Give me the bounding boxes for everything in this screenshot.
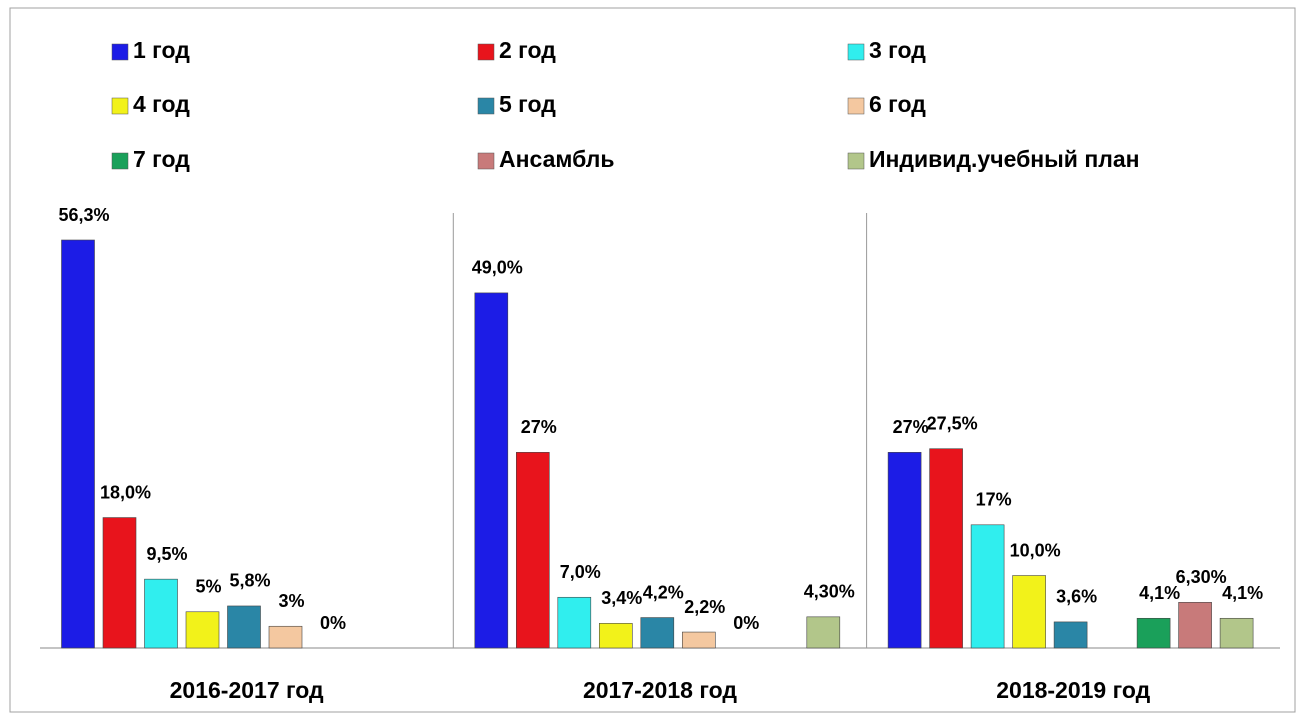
bar [681,631,716,649]
bar [929,448,963,649]
x-tick-label: 2018-2019 год [996,677,1150,703]
value-label: 10,0% [1010,540,1061,560]
bar [557,596,592,649]
bar [598,623,633,649]
bar [806,616,841,649]
value-label: 17% [976,490,1012,510]
value-label: 18,0% [100,482,151,502]
legend-swatch [477,43,495,61]
bar [1178,602,1212,649]
value-label: 3,6% [1056,587,1097,607]
value-label: 7,0% [560,562,601,582]
bar [227,605,261,649]
legend-swatch [847,97,865,115]
bar [1219,617,1254,649]
value-label: 5,8% [229,571,270,591]
bar [102,517,137,649]
legend-label: 7 год [133,146,190,172]
legend-swatch [847,43,865,61]
legend-label: 5 год [499,91,556,117]
x-tick-label: 2017-2018 год [583,677,737,703]
value-label: 27% [893,417,929,437]
legend-swatch [111,97,129,115]
value-label: 49,0% [472,258,523,278]
value-label: 27,5% [927,413,978,433]
bar [1136,617,1171,649]
value-label: 3% [278,591,304,611]
legend-label: 6 год [869,91,926,117]
bar [970,524,1005,649]
bar [268,625,303,649]
value-label: 56,3% [58,205,109,225]
legend-swatch [111,152,129,170]
value-label: 4,2% [643,582,684,602]
value-label: 5% [195,577,221,597]
legend-swatch [847,152,865,170]
legend-label: 3 год [869,37,926,63]
value-label: 4,1% [1139,583,1180,603]
legend-label: Индивид.учебный план [869,146,1140,172]
bar [515,452,550,649]
value-label: 4,1% [1222,583,1263,603]
bar [144,578,178,649]
value-label: 6,30% [1176,567,1227,587]
bar [887,452,922,649]
bar [61,239,95,649]
value-label: 2,2% [684,597,725,617]
value-label: 3,4% [601,588,642,608]
value-label: 9,5% [146,544,187,564]
value-label: 0% [733,613,759,633]
legend-label: Ансамбль [499,146,614,172]
legend-label: 4 год [133,91,190,117]
x-tick-label: 2016-2017 год [170,677,324,703]
legend-swatch [111,43,129,61]
bar [185,611,220,649]
value-label: 0% [320,613,346,633]
bar [1053,621,1088,649]
bar [640,617,675,649]
bar [474,292,509,649]
legend-label: 2 год [499,37,556,63]
bar [1012,575,1046,649]
legend-label: 1 год [133,37,190,63]
value-label: 27% [521,417,557,437]
chart-frame [9,7,1296,713]
legend-swatch [477,152,495,170]
legend-swatch [477,97,495,115]
value-label: 4,30% [804,582,855,602]
